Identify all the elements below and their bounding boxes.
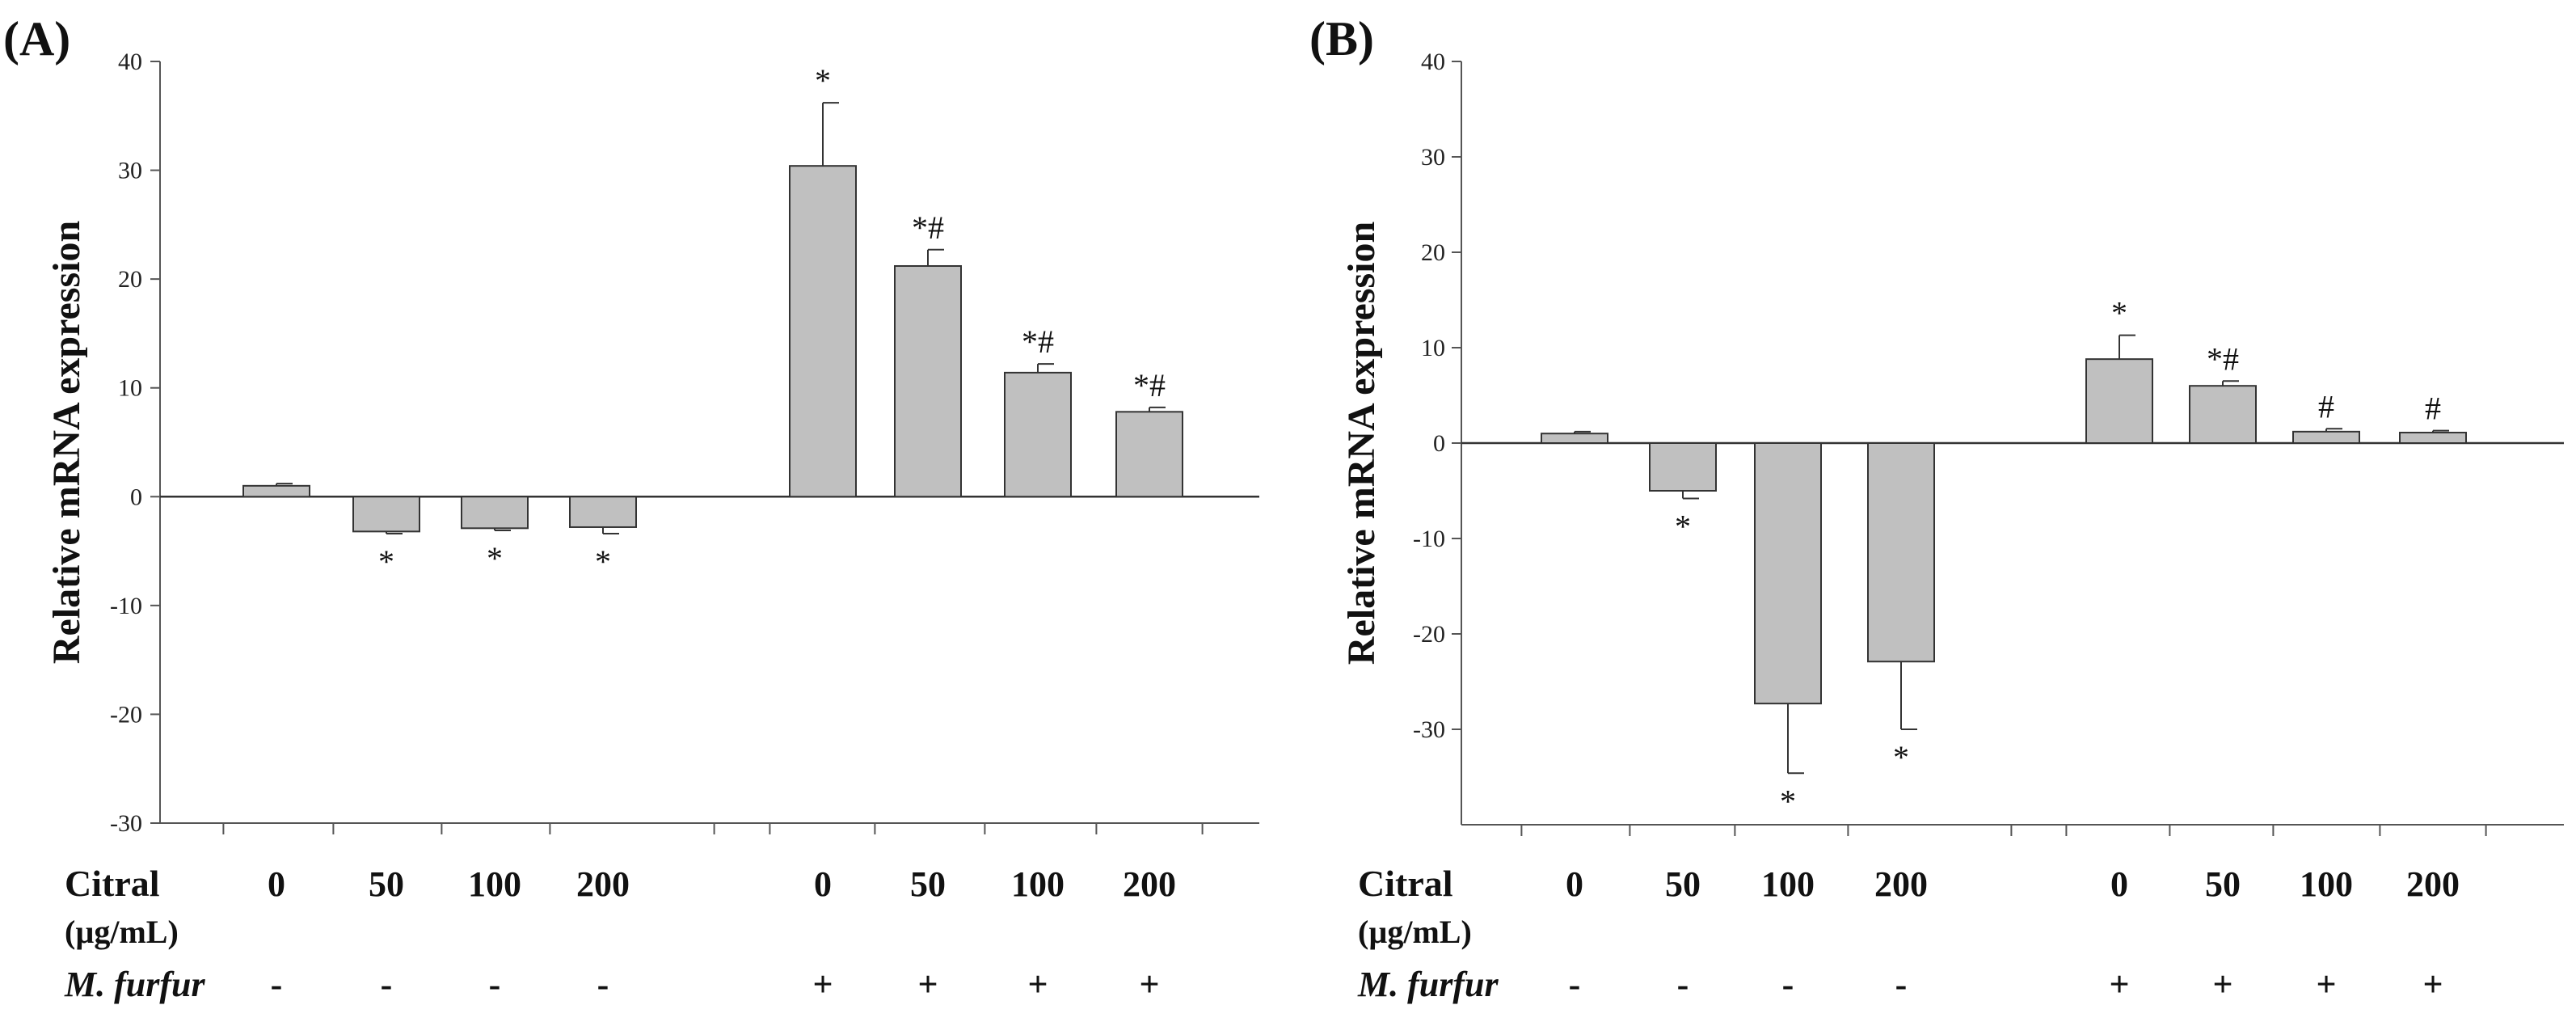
m-furfur-sign: -: [489, 965, 501, 1004]
y-tick-label: -20: [1413, 621, 1445, 648]
bar: [242, 484, 310, 498]
significance-label: *: [2111, 295, 2127, 332]
significance-label: *: [378, 543, 394, 580]
bar: [1649, 442, 1717, 492]
significance-label: *#: [1133, 367, 1166, 403]
bar: [1867, 442, 1935, 663]
significance-label: *#: [912, 209, 944, 246]
concentration-unit-label: (µg/mL): [65, 914, 179, 950]
y-tick-label: -30: [110, 810, 142, 837]
citral-dose-label: 50: [369, 864, 404, 904]
significance-label: *: [487, 540, 503, 576]
bar: [569, 496, 637, 528]
bar: [2292, 430, 2360, 445]
significance-label: #: [2318, 388, 2334, 424]
y-tick-label: 40: [1421, 49, 1445, 75]
citral-dose-label: 100: [1761, 864, 1815, 904]
panel-label: (B): [1309, 12, 1374, 65]
m-furfur-sign: +: [1027, 965, 1048, 1004]
m-furfur-sign: +: [2212, 965, 2232, 1004]
citral-dose-label: 50: [1665, 864, 1701, 904]
m-furfur-sign: +: [812, 965, 833, 1004]
significance-label: *: [1675, 508, 1691, 544]
citral-dose-label: 50: [910, 864, 946, 904]
y-tick-label: 10: [118, 375, 142, 402]
bar: [352, 496, 420, 533]
y-tick-label: 20: [118, 266, 142, 293]
panel-label: (A): [3, 12, 70, 65]
concentration-unit-label: (µg/mL): [1358, 914, 1472, 950]
citral-dose-label: 100: [2300, 864, 2353, 904]
bar: [2399, 432, 2467, 445]
m-furfur-sign: -: [1782, 965, 1794, 1004]
significance-label: *#: [2207, 340, 2239, 377]
m-furfur-sign: -: [1895, 965, 1908, 1004]
significance-label: *: [815, 62, 831, 99]
citral-dose-label: 50: [2205, 864, 2241, 904]
m-furfur-sign: -: [381, 965, 393, 1004]
significance-label: *#: [1022, 323, 1054, 360]
bar: [1754, 442, 1822, 705]
m-furfur-sign: -: [271, 965, 283, 1004]
m-furfur-label: M. furfur: [64, 965, 205, 1004]
bar: [461, 496, 529, 530]
bar: [2189, 385, 2257, 445]
significance-label: #: [2425, 391, 2441, 427]
y-tick-label: -10: [1413, 526, 1445, 552]
y-tick-label: 10: [1421, 335, 1445, 361]
citral-dose-label: 0: [2110, 864, 2128, 904]
citral-dose-label: 100: [1011, 864, 1065, 904]
citral-dose-label: 100: [468, 864, 521, 904]
citral-dose-label: 200: [576, 864, 630, 904]
citral-dose-label: 200: [2406, 864, 2460, 904]
y-tick-label: 30: [1421, 144, 1445, 171]
citral-dose-label: 0: [1566, 864, 1583, 904]
citral-dose-label: 200: [1874, 864, 1928, 904]
citral-dose-label: 0: [814, 864, 832, 904]
citral-dose-label: 0: [268, 864, 285, 904]
significance-label: *: [1893, 739, 1909, 775]
y-tick-label: -20: [110, 701, 142, 728]
citral-label: Citral: [65, 863, 160, 904]
bar: [1004, 371, 1072, 498]
m-furfur-sign: +: [2316, 965, 2336, 1004]
y-tick-label: 0: [1433, 430, 1445, 457]
significance-label: *: [1780, 783, 1796, 819]
bar: [1541, 433, 1608, 445]
citral-label: Citral: [1358, 863, 1453, 904]
bar: [1115, 411, 1183, 498]
significance-label: *: [595, 543, 611, 580]
m-furfur-sign: +: [2422, 965, 2443, 1004]
y-tick-label: 40: [118, 49, 142, 75]
y-tick-label: 30: [118, 158, 142, 184]
m-furfur-sign: -: [1569, 965, 1581, 1004]
citral-dose-label: 200: [1123, 864, 1176, 904]
bar: [894, 264, 962, 498]
m-furfur-sign: +: [2109, 965, 2129, 1004]
bar: [789, 165, 857, 498]
m-furfur-sign: -: [1677, 965, 1689, 1004]
m-furfur-sign: -: [597, 965, 609, 1004]
y-axis-title: Relative mRNA expression: [1340, 222, 1383, 665]
y-tick-label: 0: [130, 484, 142, 510]
y-tick-label: -10: [110, 593, 142, 619]
m-furfur-sign: +: [917, 965, 938, 1004]
y-tick-label: -30: [1413, 716, 1445, 743]
bar: [2085, 358, 2153, 444]
y-axis-title: Relative mRNA expression: [45, 221, 88, 664]
m-furfur-label: M. furfur: [1357, 965, 1499, 1004]
m-furfur-sign: +: [1139, 965, 1159, 1004]
y-tick-label: 20: [1421, 239, 1445, 266]
